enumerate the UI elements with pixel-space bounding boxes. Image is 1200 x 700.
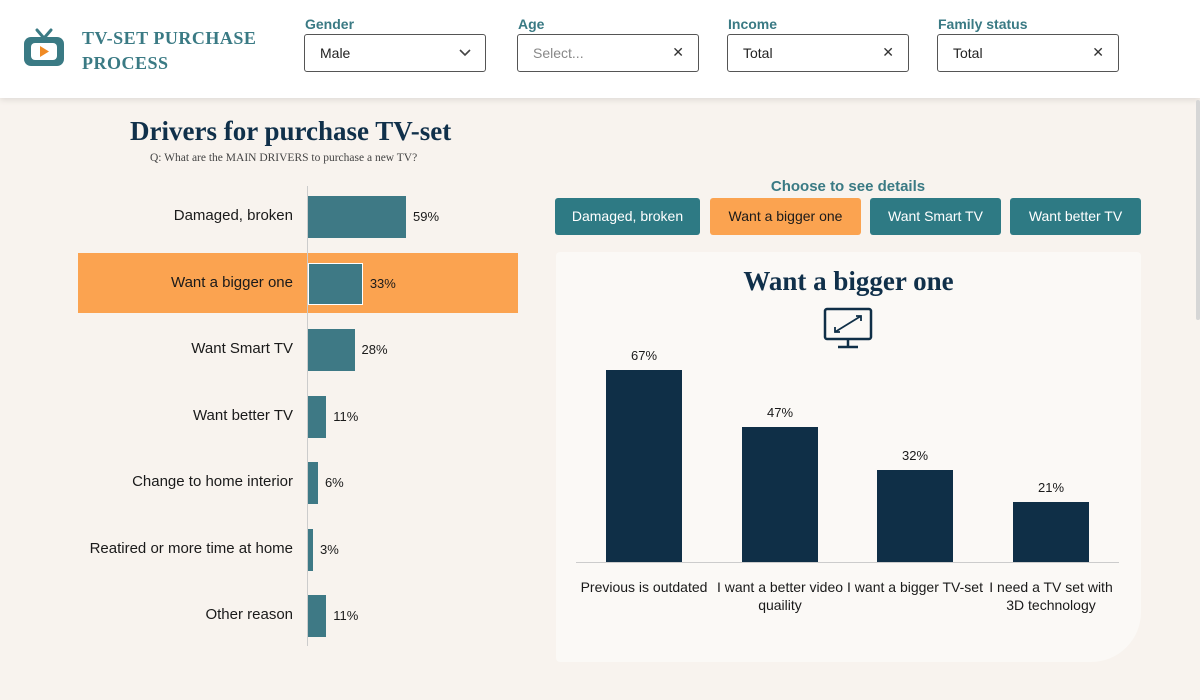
detail-card: Want a bigger one 67% Previous is outdate… [556, 252, 1141, 662]
income-dropdown-value: Total [743, 45, 773, 61]
detail-category-label: I want a better video quaility [716, 579, 844, 613]
app-title: TV-SET PURCHASE PROCESS [82, 28, 257, 73]
clear-icon[interactable]: ✕ [672, 44, 684, 60]
income-dropdown[interactable]: Total ✕ [727, 34, 909, 72]
driver-row[interactable]: Want better TV 11% [78, 386, 518, 446]
detail-value-label: 47% [766, 405, 794, 421]
scrollbar-thumb[interactable] [1196, 100, 1200, 320]
drivers-chart-title: Drivers for purchase TV-set [130, 116, 452, 146]
monitor-resize-icon [823, 307, 873, 349]
driver-value-label: 28% [361, 342, 388, 357]
driver-label: Other reason [205, 606, 293, 623]
driver-bar[interactable] [308, 462, 318, 504]
detail-chart-title: Want a bigger one [743, 266, 954, 296]
driver-bar[interactable] [308, 329, 355, 371]
driver-bar[interactable] [308, 262, 363, 305]
family-status-dropdown-value: Total [953, 45, 983, 61]
detail-value-label: 21% [1037, 479, 1065, 495]
detail-value-label: 32% [901, 448, 929, 464]
gender-dropdown-value: Male [320, 45, 351, 61]
top-header: TV-SET PURCHASE PROCESS Gender Male Age … [0, 0, 1200, 98]
detail-button[interactable]: Want a bigger one [710, 198, 861, 235]
driver-bar[interactable] [308, 528, 313, 571]
chevron-down-icon[interactable] [459, 48, 471, 58]
age-dropdown[interactable]: Select... ✕ [517, 34, 699, 72]
driver-bar[interactable] [308, 395, 327, 438]
detail-bar[interactable] [742, 427, 818, 562]
driver-label: Want better TV [192, 406, 293, 424]
detail-chart-baseline [576, 562, 1119, 563]
driver-label: Want a bigger one [170, 273, 293, 291]
driver-value-label: 11% [333, 408, 359, 424]
detail-bar[interactable] [1013, 501, 1089, 562]
filter-label-gender: Gender [305, 16, 355, 32]
driver-label: Change to home interior [132, 473, 293, 490]
driver-row[interactable]: Other reason 11% [78, 585, 518, 645]
detail-bar[interactable] [877, 470, 953, 562]
filter-label-income: Income [728, 16, 778, 32]
detail-button[interactable]: Want better TV [1010, 198, 1141, 235]
age-dropdown-placeholder: Select... [533, 45, 584, 61]
drivers-chart-subtitle: Q: What are the MAIN DRIVERS to purchase… [150, 152, 418, 164]
detail-category-label: I need a TV set with 3D technology [989, 579, 1113, 613]
family-status-dropdown[interactable]: Total ✕ [937, 34, 1119, 72]
gender-dropdown[interactable]: Male [304, 34, 486, 72]
driver-row[interactable]: Want Smart TV 28% [78, 319, 518, 379]
detail-category-label: Previous is outdated [580, 579, 708, 595]
driver-label: Want Smart TV [191, 340, 293, 357]
driver-bar[interactable] [308, 595, 327, 637]
detail-category-label: I want a bigger TV-set [847, 579, 983, 595]
driver-bar[interactable] [308, 196, 406, 238]
driver-value-label: 59% [413, 209, 440, 224]
detail-button[interactable]: Damaged, broken [555, 198, 700, 235]
driver-row[interactable]: Reatired or more time at home 3% [78, 519, 518, 579]
choose-details-label: Choose to see details [770, 178, 926, 195]
driver-value-label: 33% [369, 275, 396, 291]
driver-value-label: 3% [319, 541, 339, 557]
tv-play-icon [24, 28, 64, 66]
driver-row[interactable]: Damaged, broken 59% [78, 186, 518, 246]
driver-label: Reatired or more time at home [89, 539, 293, 557]
driver-value-label: 11% [333, 608, 359, 623]
detail-value-label: 67% [630, 348, 658, 363]
detail-button[interactable]: Want Smart TV [870, 198, 1001, 235]
filter-label-family-status: Family status [938, 16, 1028, 32]
clear-icon[interactable]: ✕ [1092, 44, 1104, 60]
driver-label: Damaged, broken [173, 207, 293, 224]
driver-value-label: 6% [324, 475, 344, 490]
driver-row[interactable]: Change to home interior 6% [78, 452, 518, 512]
detail-bar[interactable] [606, 370, 682, 562]
clear-icon[interactable]: ✕ [882, 44, 894, 60]
driver-row[interactable]: Want a bigger one 33% [78, 252, 518, 313]
filter-label-age: Age [518, 16, 545, 32]
drivers-chart-axis [307, 186, 308, 646]
